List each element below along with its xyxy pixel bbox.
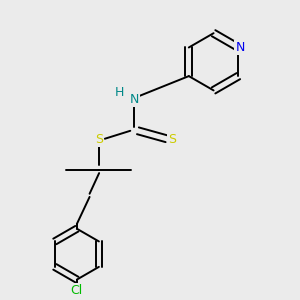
Text: Cl: Cl (71, 284, 83, 297)
Text: H: H (115, 85, 124, 98)
Text: N: N (129, 94, 139, 106)
Text: N: N (235, 41, 244, 54)
Text: S: S (168, 133, 176, 146)
Text: S: S (95, 133, 103, 146)
